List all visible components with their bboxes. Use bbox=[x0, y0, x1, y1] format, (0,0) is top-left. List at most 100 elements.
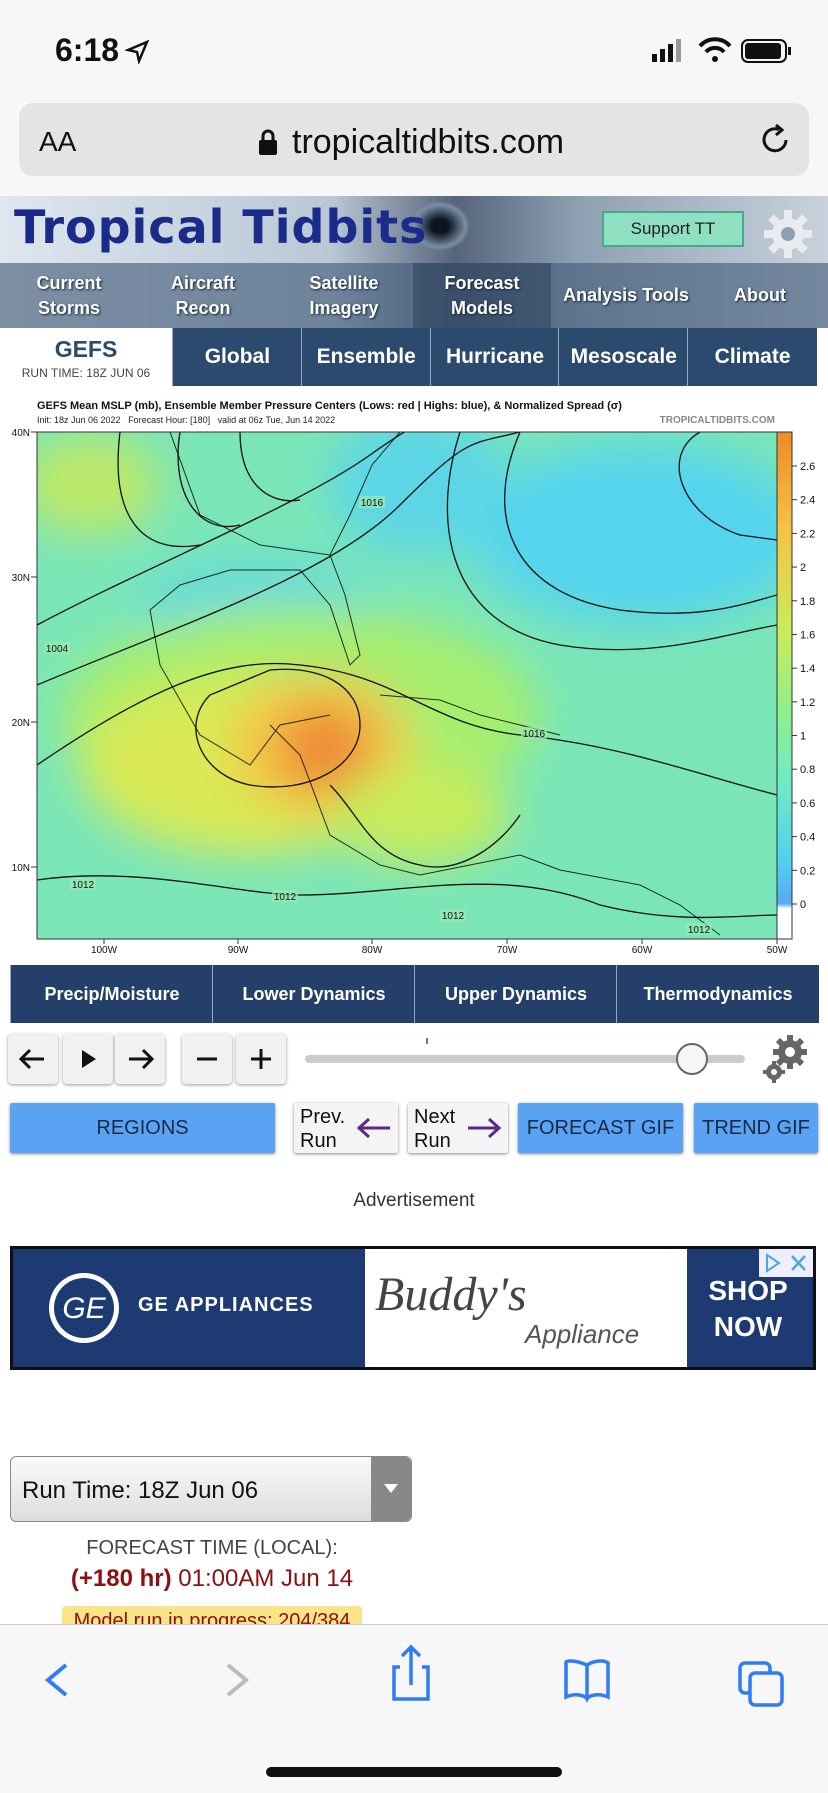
reload-icon[interactable] bbox=[759, 123, 793, 157]
nav-line: Recon bbox=[175, 297, 231, 318]
lon-label: 60W bbox=[632, 945, 653, 956]
next-run-line: Next bbox=[414, 1106, 456, 1128]
map-credit: TROPICALTIDBITS.COM bbox=[660, 415, 775, 426]
colorbar-label: 0.2 bbox=[800, 865, 815, 877]
prev-run-line: Run bbox=[300, 1130, 337, 1152]
model-tab[interactable]: Hurricane bbox=[429, 328, 560, 386]
param-tab[interactable]: Thermodynamics bbox=[616, 965, 819, 1023]
bottom-toolbar bbox=[0, 1624, 828, 1793]
lat-label: 30N bbox=[12, 573, 30, 584]
colorbar-label: 2.4 bbox=[800, 495, 815, 507]
colorbar bbox=[776, 431, 793, 940]
lon-label: 70W bbox=[497, 945, 518, 956]
isobar-label: 1012 bbox=[72, 880, 95, 891]
nav-active bbox=[413, 263, 551, 328]
share-icon[interactable] bbox=[392, 1644, 430, 1701]
arrow-right-icon bbox=[129, 1048, 155, 1070]
bookmarks-icon[interactable] bbox=[564, 1659, 610, 1703]
run-select[interactable]: Run Time: 18Z Jun 06 bbox=[10, 1456, 412, 1522]
nav-item[interactable]: About bbox=[705, 263, 815, 328]
prev-run-button[interactable]: Prev. Run bbox=[294, 1103, 398, 1153]
lat-label: 40N bbox=[12, 428, 30, 439]
map-field bbox=[37, 432, 777, 939]
model-tab[interactable]: Mesoscale bbox=[558, 328, 689, 386]
isobar-label-bg bbox=[272, 890, 298, 902]
ad-choices-icon[interactable] bbox=[759, 1249, 813, 1277]
ad-partner-sub: Appliance bbox=[525, 1319, 640, 1349]
nav-line: Imagery bbox=[309, 297, 379, 318]
ad-label: Advertisement bbox=[353, 1190, 475, 1211]
lat-label: 20N bbox=[12, 718, 30, 729]
text-size-button[interactable]: AA bbox=[39, 126, 77, 157]
zoom-in-button[interactable] bbox=[236, 1034, 286, 1084]
ad-brand: GE APPLIANCES bbox=[138, 1294, 314, 1316]
param-tab[interactable]: Upper Dynamics bbox=[414, 965, 617, 1023]
ge-logo: GE bbox=[49, 1273, 119, 1343]
tabs-icon[interactable] bbox=[738, 1661, 784, 1707]
isobar-label: 1016 bbox=[361, 498, 384, 509]
nav-line: About bbox=[734, 285, 786, 305]
colorbar-label: 0.4 bbox=[800, 832, 815, 844]
model-tab[interactable]: Climate bbox=[687, 328, 817, 386]
model-tab[interactable]: Global bbox=[172, 328, 302, 386]
ad-cta[interactable]: SHOP NOW bbox=[693, 1273, 803, 1345]
hurricane-eye bbox=[410, 201, 470, 251]
nav-line: Models bbox=[450, 297, 513, 318]
svg-text:GE: GE bbox=[62, 1292, 106, 1325]
run-time-small: RUN TIME: 18Z JUN 06 bbox=[21, 366, 151, 380]
site-logo[interactable]: Tropical Tidbits bbox=[14, 200, 428, 254]
map-title: GEFS Mean MSLP (mb), Ensemble Member Pre… bbox=[37, 400, 622, 412]
zoom-out-button[interactable] bbox=[182, 1034, 232, 1084]
site-header: Tropical Tidbits Support TT bbox=[0, 196, 828, 328]
forecast-gif-button[interactable]: FORECAST GIF bbox=[518, 1103, 683, 1153]
model-name: GEFS bbox=[54, 336, 118, 362]
url-field[interactable]: AA tropicaltidbits.com bbox=[19, 103, 809, 176]
trend-gif-button[interactable]: TREND GIF bbox=[694, 1103, 818, 1153]
toolbar-icons bbox=[44, 1644, 784, 1777]
isobar-label: 1012 bbox=[274, 892, 297, 903]
isobar-label: 1016 bbox=[523, 729, 546, 740]
next-run-button[interactable]: Next Run bbox=[408, 1103, 508, 1153]
ad-partner: Buddy's bbox=[375, 1268, 527, 1321]
param-tab[interactable]: Precip/Moisture bbox=[10, 965, 213, 1023]
support-button[interactable]: Support TT bbox=[602, 211, 744, 247]
play-button[interactable] bbox=[63, 1034, 113, 1084]
colorbar-label: 1.6 bbox=[800, 629, 815, 641]
nav-line: Forecast bbox=[444, 272, 520, 293]
ad-cta-line: NOW bbox=[713, 1311, 783, 1342]
colorbar-label: 2.6 bbox=[800, 461, 815, 473]
prev-run-line: Prev. bbox=[300, 1106, 346, 1128]
arrow-left-icon bbox=[18, 1048, 44, 1070]
status-bar: 6:18 bbox=[0, 0, 828, 100]
regions-button[interactable]: REGIONS bbox=[10, 1103, 275, 1153]
step-back-button[interactable] bbox=[8, 1034, 58, 1084]
colorbar-label: 0.6 bbox=[800, 798, 815, 810]
colorbar-label: 2 bbox=[800, 562, 806, 574]
nav-item[interactable]: Current Storms bbox=[10, 263, 128, 328]
ad-partner-box: Buddy's Appliance bbox=[365, 1249, 687, 1367]
time-slider[interactable] bbox=[300, 1034, 828, 1090]
select-arrow bbox=[384, 1484, 398, 1493]
param-tab[interactable]: Lower Dynamics bbox=[212, 965, 415, 1023]
back-icon[interactable] bbox=[44, 1663, 68, 1697]
prev-arrow-icon bbox=[356, 1117, 390, 1139]
nav-line: Storms bbox=[37, 297, 100, 318]
lock-icon bbox=[259, 129, 277, 155]
settings-icon[interactable] bbox=[760, 206, 816, 262]
next-run-text: Next Run bbox=[414, 1105, 455, 1153]
nav-line: Satellite bbox=[309, 272, 379, 293]
map-subtitle: Init: 18z Jun 06 2022 Forecast Hour: [18… bbox=[37, 415, 335, 425]
nav-item[interactable]: Forecast Models bbox=[413, 263, 551, 328]
nav-item[interactable]: Aircraft Recon bbox=[140, 263, 266, 328]
step-forward-button[interactable] bbox=[115, 1034, 165, 1084]
colorbar-label: 1.4 bbox=[800, 663, 815, 675]
nav-item[interactable]: Satellite Imagery bbox=[275, 263, 413, 328]
nav-item[interactable]: Analysis Tools bbox=[551, 263, 701, 328]
ad-cta-line: SHOP bbox=[708, 1275, 788, 1306]
colorbar-label: 1.8 bbox=[800, 596, 815, 608]
model-tab[interactable]: Ensemble bbox=[300, 328, 431, 386]
forecast-time: (+180 hr) 01:00AM Jun 14 bbox=[0, 1565, 424, 1593]
ad-banner[interactable]: GE GE APPLIANCES Buddy's Appliance SHOP N… bbox=[10, 1246, 816, 1370]
